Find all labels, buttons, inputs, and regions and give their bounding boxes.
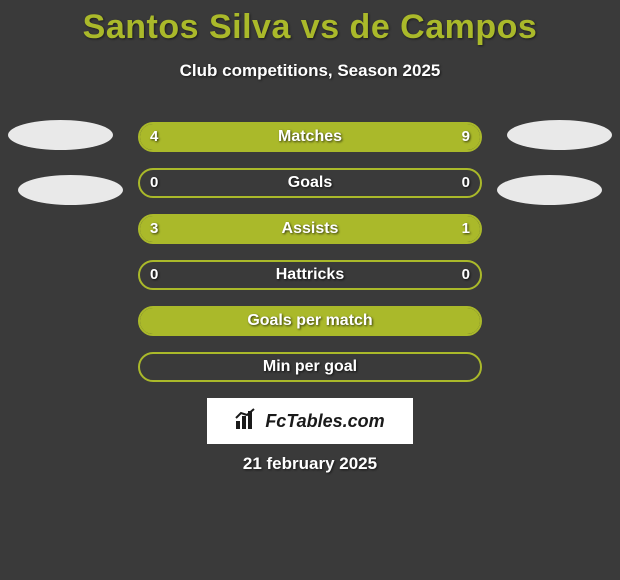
stat-value-left: 0 xyxy=(150,170,158,196)
player-left-avatar-shadow xyxy=(18,175,123,205)
stat-bar: Min per goal xyxy=(138,352,482,382)
watermark-text: FcTables.com xyxy=(265,411,384,432)
stat-value-right: 0 xyxy=(462,262,470,288)
chart-icon xyxy=(235,408,259,435)
stat-label: Min per goal xyxy=(140,354,480,380)
player-left-avatar xyxy=(8,120,113,150)
page-subtitle: Club competitions, Season 2025 xyxy=(0,61,620,81)
stat-label: Hattricks xyxy=(140,262,480,288)
player-right-avatar xyxy=(507,120,612,150)
date-text: 21 february 2025 xyxy=(0,454,620,474)
stat-label: Goals xyxy=(140,170,480,196)
stat-bar: 0 0Goals xyxy=(138,168,482,198)
stat-value-left: 3 xyxy=(150,216,158,242)
stat-value-right: 1 xyxy=(462,216,470,242)
stat-bar: 31Assists xyxy=(138,214,482,244)
comparison-bars: 49Matches00Goals31Assists00HattricksGoal… xyxy=(138,122,482,398)
player-right-avatar-shadow xyxy=(497,175,602,205)
stat-bar: Goals per match xyxy=(138,306,482,336)
stat-value-right: 9 xyxy=(462,124,470,150)
stat-bar: 0 0Hattricks xyxy=(138,260,482,290)
watermark: FcTables.com xyxy=(207,398,413,444)
stat-bar: 49Matches xyxy=(138,122,482,152)
stat-value-left: 0 xyxy=(150,262,158,288)
stat-bar-fill-left xyxy=(140,308,480,334)
page-title: Santos Silva vs de Campos xyxy=(0,0,620,47)
stat-bar-fill-right xyxy=(245,124,480,150)
stat-bar-fill-left xyxy=(140,216,395,242)
stat-value-right: 0 xyxy=(462,170,470,196)
stat-value-left: 4 xyxy=(150,124,158,150)
